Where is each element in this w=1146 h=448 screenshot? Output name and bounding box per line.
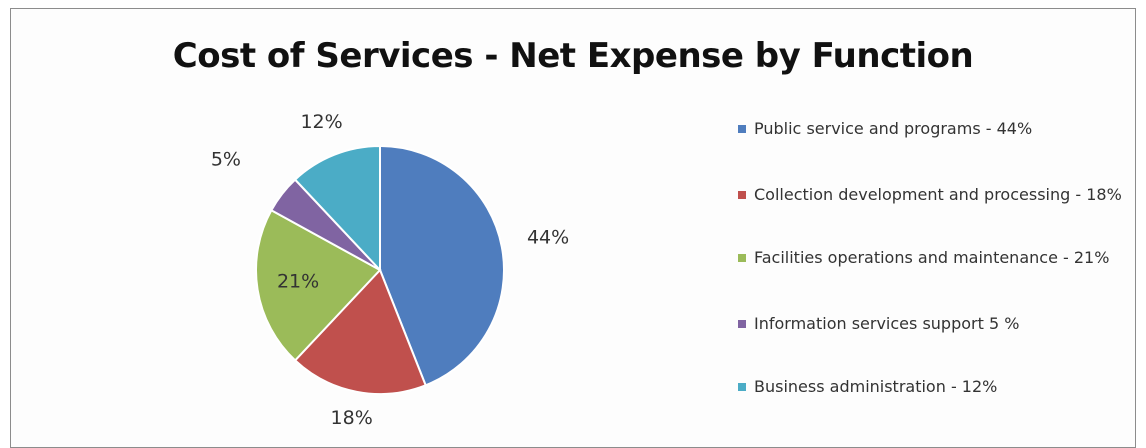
- pie-slice: [293, 268, 427, 395]
- pie-slice: [293, 144, 381, 273]
- pie-slice: [255, 208, 382, 362]
- pie-data-label: 12%: [300, 111, 342, 133]
- pie-data-label: 5%: [211, 148, 241, 170]
- legend-item-business-administration: Business administration - 12%: [738, 374, 1128, 399]
- chart-title: Cost of Services - Net Expense by Functi…: [172, 36, 974, 76]
- chart-area: [10, 8, 1136, 448]
- legend-swatch-icon: [738, 191, 746, 199]
- legend-item-information-services: Information services support 5 %: [738, 311, 1128, 336]
- legend-swatch-icon: [738, 125, 746, 133]
- pie-data-label: 44%: [527, 226, 569, 248]
- legend-swatch-icon: [738, 254, 746, 262]
- pie-chart: 44% 18% 21% 5% 12%: [211, 111, 569, 429]
- legend-label: Information services support 5 %: [754, 314, 1020, 333]
- pie-slices: [255, 144, 505, 395]
- legend-item-collection-development: Collection development and processing - …: [738, 182, 1128, 207]
- pie-data-label: 18%: [331, 407, 373, 429]
- legend-label: Facilities operations and maintenance - …: [754, 248, 1110, 267]
- legend-item-public-service: Public service and programs - 44%: [738, 116, 1128, 141]
- legend-swatch-icon: [738, 320, 746, 328]
- legend-label: Public service and programs - 44%: [754, 119, 1033, 138]
- legend-label: Business administration - 12%: [754, 377, 998, 396]
- legend-label: Collection development and processing - …: [754, 185, 1122, 204]
- legend-swatch-icon: [738, 383, 746, 391]
- pie-data-label: 21%: [277, 271, 319, 293]
- pie-slice: [379, 144, 505, 387]
- pie-data-labels: 44% 18% 21% 5% 12%: [211, 111, 569, 429]
- legend-item-facilities-operations: Facilities operations and maintenance - …: [738, 245, 1128, 270]
